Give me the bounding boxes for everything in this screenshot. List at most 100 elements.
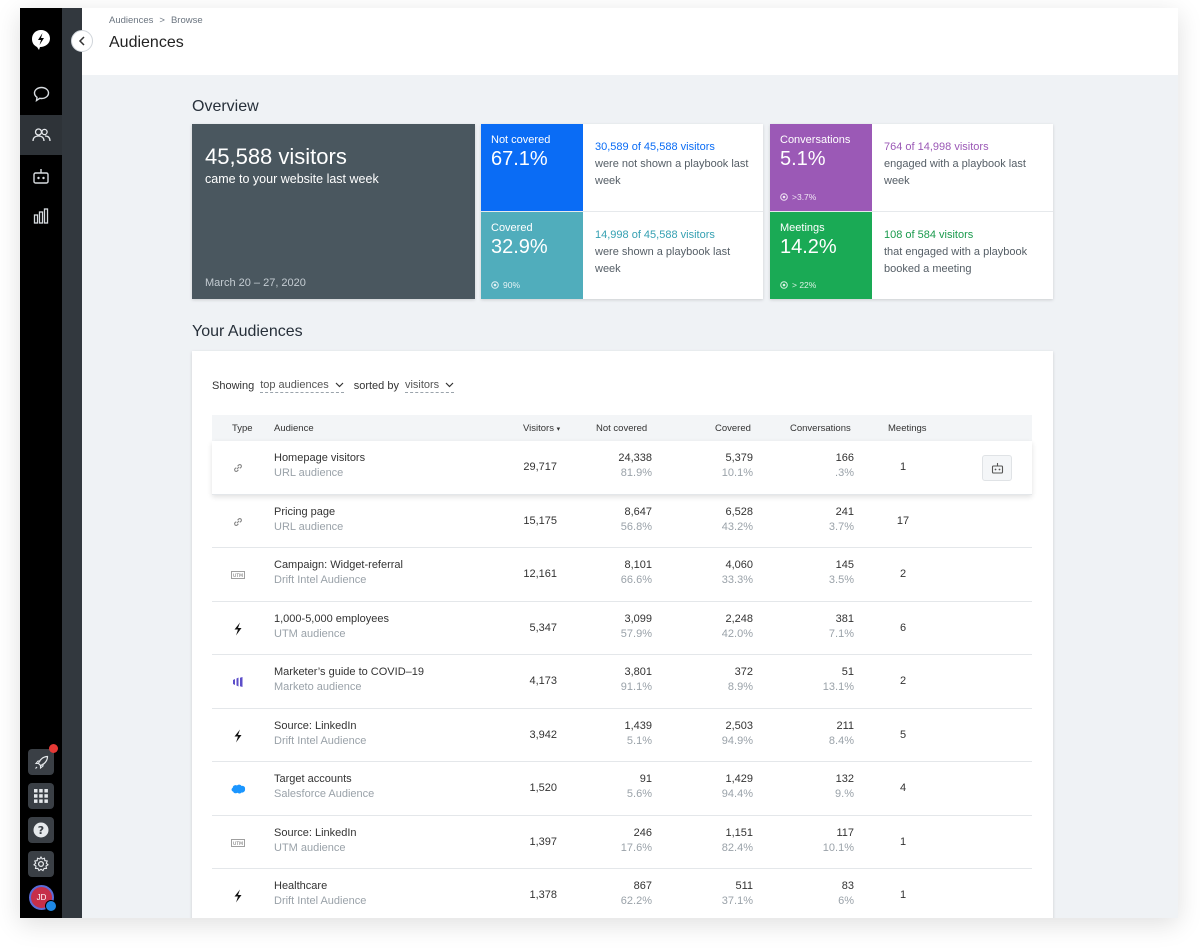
playbook-bot-button[interactable] — [982, 455, 1012, 481]
table-row[interactable]: Source: LinkedIn Drift Intel Audience 3,… — [212, 708, 1032, 762]
table-row[interactable]: UTM Campaign: Widget-referral Drift Inte… — [212, 548, 1032, 602]
not-covered-value: 1,439 — [624, 719, 652, 732]
svg-text:UTM: UTM — [233, 841, 243, 847]
nav-rail: ? JD — [20, 8, 62, 918]
audience-name[interactable]: Source: LinkedIn — [274, 719, 357, 732]
user-avatar[interactable]: JD — [29, 885, 57, 912]
table-row[interactable]: Target accounts Salesforce Audience 1,52… — [212, 762, 1032, 816]
conversations-percent: 7.1% — [828, 627, 854, 640]
reports-nav-icon[interactable] — [20, 196, 62, 236]
chat-nav-icon[interactable] — [20, 74, 62, 114]
audience-kind: Marketo audience — [274, 681, 362, 693]
meetings-value: 1 — [899, 889, 907, 901]
audience-cell: Pricing page URL audience — [274, 506, 343, 533]
audience-cell: Source: LinkedIn Drift Intel Audience — [274, 720, 366, 747]
not-covered-label: Not covered — [491, 134, 551, 146]
not-covered-stat[interactable]: Not covered 67.1% 30,589 of 45,588 visit… — [481, 124, 763, 211]
audience-cell: Source: LinkedIn UTM audience — [274, 827, 357, 854]
audience-kind: Salesforce Audience — [274, 788, 375, 800]
covered-cell: 6,528 43.2% — [683, 506, 753, 533]
table-row[interactable]: Marketer’s guide to COVID–19 Marketo aud… — [212, 655, 1032, 709]
audience-name[interactable]: Source: LinkedIn — [274, 826, 357, 839]
showing-dropdown[interactable]: top audiences — [260, 379, 344, 393]
audience-cell: Healthcare Drift Intel Audience — [274, 880, 366, 907]
audience-name[interactable]: Pricing page — [274, 505, 336, 518]
not-covered-percent: 5.1% — [626, 734, 652, 747]
drift-bolt-icon — [230, 888, 246, 904]
visitors-value: 29,717 — [523, 461, 557, 473]
apps-grid-icon[interactable] — [28, 783, 54, 809]
conversations-cell: 132 9.% — [784, 773, 854, 800]
col-conversations[interactable]: Conversations — [790, 423, 851, 434]
col-covered[interactable]: Covered — [715, 423, 751, 434]
meetings-value: 2 — [899, 675, 907, 687]
conversations-cell: 83 6% — [784, 880, 854, 907]
covered-percent: 82.4% — [721, 841, 753, 854]
sort-desc-icon: ▾ — [556, 426, 561, 433]
covered-value: 6,528 — [725, 505, 753, 518]
col-audience[interactable]: Audience — [274, 423, 314, 434]
breadcrumb-audiences-link[interactable]: Audiences — [109, 15, 154, 26]
covered-value: 372 — [734, 666, 753, 678]
table-row[interactable]: Homepage visitors URL audience 29,717 24… — [212, 441, 1032, 495]
covered-percent: 33.3% — [721, 574, 753, 586]
meetings-value: 17 — [896, 514, 910, 527]
table-row[interactable]: 1,000-5,000 employees UTM audience 5,347… — [212, 601, 1032, 655]
your-audiences-title: Your Audiences — [192, 323, 303, 340]
covered-percent: 42.0% — [721, 627, 753, 640]
meetings-percent: 14.2% — [780, 236, 837, 258]
svg-text:UTM: UTM — [233, 573, 243, 579]
link-icon — [230, 460, 246, 476]
avatar-initials: JD — [36, 893, 47, 902]
drift-logo-icon[interactable] — [20, 20, 62, 60]
audience-name[interactable]: Homepage visitors — [274, 452, 366, 464]
not-covered-cell: 246 17.6% — [582, 827, 652, 854]
meetings-stat[interactable]: Meetings 14.2% > 22% 108 of 584 visitors… — [770, 211, 1053, 299]
covered-percent: 43.2% — [721, 520, 753, 533]
meetings-value: 6 — [899, 621, 907, 634]
covered-cell: 1,429 94.4% — [683, 773, 753, 800]
audience-name[interactable]: Healthcare — [274, 880, 328, 892]
collapse-sidebar-button[interactable] — [71, 30, 93, 52]
covered-percent: 37.1% — [721, 895, 753, 907]
conversations-percent: 8.4% — [828, 734, 854, 747]
audience-name[interactable]: Target accounts — [274, 773, 352, 785]
col-type[interactable]: Type — [232, 423, 253, 434]
conversations-benchmark: >3.7% — [780, 192, 816, 202]
covered-percent: 10.1% — [721, 467, 753, 479]
audience-name[interactable]: Campaign: Widget-referral — [274, 559, 403, 571]
engagement-card: Conversations 5.1% >3.7% 764 of 14,998 v… — [770, 124, 1053, 299]
showing-label: Showing — [212, 380, 255, 392]
table-row[interactable]: Healthcare Drift Intel Audience 1,378 86… — [212, 869, 1032, 918]
table-row[interactable]: UTM Source: LinkedIn UTM audience 1,397 … — [212, 815, 1032, 869]
table-row[interactable]: Pricing page URL audience 15,175 8,647 5… — [212, 494, 1032, 548]
audience-name[interactable]: 1,000-5,000 employees — [274, 612, 389, 625]
col-not-covered[interactable]: Not covered — [596, 423, 648, 434]
secondary-rail — [62, 8, 82, 918]
covered-highlight: 14,998 of 45,588 visitors — [595, 229, 715, 241]
covered-benchmark: 90% — [491, 280, 520, 290]
col-meetings[interactable]: Meetings — [888, 423, 927, 434]
conversations-stat[interactable]: Conversations 5.1% >3.7% 764 of 14,998 v… — [770, 124, 1053, 211]
breadcrumb-separator: > — [159, 15, 165, 26]
covered-stat[interactable]: Covered 32.9% 90% 14,998 of 45,588 visit… — [481, 211, 763, 299]
bot-nav-icon[interactable] — [20, 156, 62, 196]
conversations-percent: 3.7% — [828, 520, 854, 533]
conversations-description: 764 of 14,998 visitors engaged with a pl… — [872, 124, 1042, 211]
settings-gear-icon[interactable] — [28, 851, 54, 877]
col-visitors[interactable]: Visitors ▾ — [523, 423, 560, 434]
help-icon[interactable]: ? — [28, 817, 54, 843]
overview-title: Overview — [192, 98, 259, 115]
covered-cell: 1,151 82.4% — [683, 827, 753, 854]
sort-dropdown[interactable]: visitors — [404, 379, 455, 393]
conversations-cell: 381 7.1% — [784, 613, 854, 640]
not-covered-value: 867 — [633, 880, 652, 892]
audience-name[interactable]: Marketer’s guide to COVID–19 — [274, 666, 424, 678]
not-covered-highlight: 30,589 of 45,588 visitors — [595, 141, 715, 153]
not-covered-cell: 867 62.2% — [582, 880, 652, 907]
audiences-nav-icon[interactable] — [20, 115, 62, 155]
visitors-value: 5,347 — [529, 621, 557, 634]
covered-percent: 32.9% — [491, 236, 548, 258]
target-icon — [491, 281, 499, 289]
launch-rocket-icon[interactable] — [28, 744, 58, 775]
